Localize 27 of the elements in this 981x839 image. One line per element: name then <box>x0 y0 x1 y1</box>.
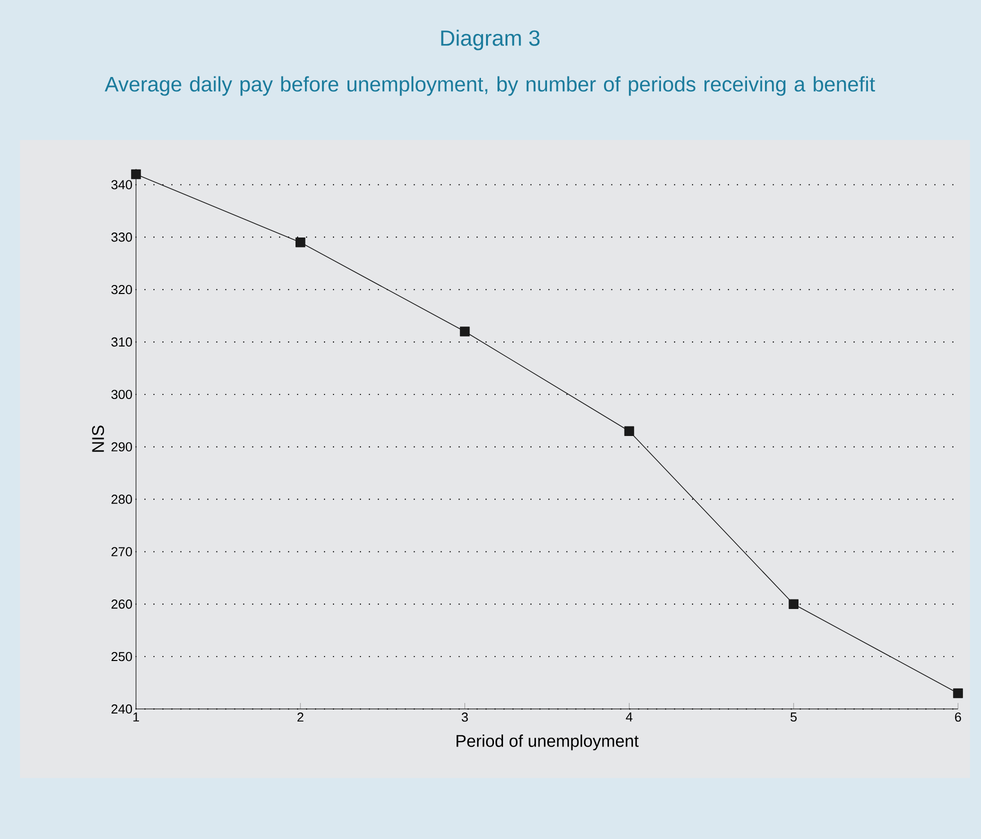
point <box>624 426 634 436</box>
point <box>953 688 963 698</box>
chart-subtitle: Average daily pay before unemployment, by number of periods receiving a benefit <box>104 76 876 96</box>
y-tick-label: 280 <box>112 494 132 504</box>
point <box>296 237 306 248</box>
y-tick-label: 250 <box>112 652 132 662</box>
y-tick-label: 340 <box>111 180 132 190</box>
x-tick-label: 5 <box>790 712 797 722</box>
point <box>788 599 799 610</box>
y-tick-label: 300 <box>111 390 132 400</box>
point <box>131 169 141 180</box>
chart-title: Diagram 3 <box>441 30 540 50</box>
y-tick-label: 270 <box>112 547 132 556</box>
y-tick-label: 240 <box>112 704 132 714</box>
y-axis-title: NIS <box>92 426 104 452</box>
y-tick-label: 330 <box>111 232 132 242</box>
x-tick-label: 4 <box>626 712 632 722</box>
y-tick-label: 310 <box>111 337 132 347</box>
y-tick-label: 260 <box>112 600 132 609</box>
point <box>460 326 470 336</box>
x-tick-label: 2 <box>297 712 304 722</box>
y-tick-label: 290 <box>112 442 132 452</box>
x-tick-label: 6 <box>955 712 962 722</box>
x-tick-label: 1 <box>133 712 139 722</box>
x-tick-label: 3 <box>462 712 468 722</box>
y-tick-label: 320 <box>111 284 132 294</box>
x-axis-title: Period of unemployment <box>456 734 639 750</box>
